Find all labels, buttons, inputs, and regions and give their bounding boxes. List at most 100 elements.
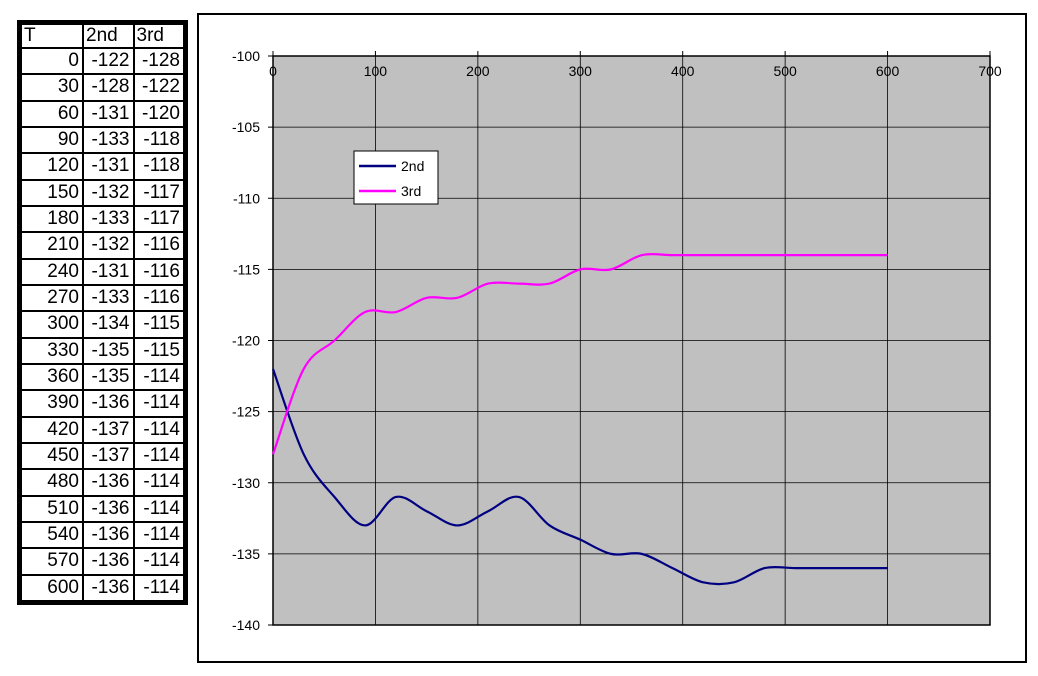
table-row: 360 -135 -114 — [22, 364, 183, 390]
cell-2nd: -136 — [84, 391, 133, 416]
cell-t: 570 — [22, 549, 82, 574]
cell-t: 30 — [22, 75, 82, 100]
cell-3rd: -118 — [134, 154, 183, 179]
cell-t: 540 — [22, 522, 82, 548]
table-row: 450 -137 -114 — [22, 443, 183, 469]
cell-t: 120 — [22, 154, 82, 179]
cell-t: 300 — [22, 312, 82, 337]
cell-2nd: -128 — [84, 75, 133, 100]
cell-t: 240 — [22, 259, 82, 284]
legend-box — [353, 150, 439, 205]
cell-t: 210 — [22, 233, 82, 258]
cell-3rd: -117 — [134, 180, 183, 205]
cell-3rd: -114 — [134, 522, 183, 548]
cell-2nd: -133 — [84, 285, 133, 311]
cell-3rd: -118 — [134, 127, 183, 153]
cell-t: 360 — [22, 364, 82, 390]
table-row: 0 -122 -128 — [22, 49, 183, 74]
cell-3rd: -116 — [134, 233, 183, 258]
table-row: 480 -136 -114 — [22, 470, 183, 495]
x-tick-label: 200 — [466, 63, 490, 79]
cell-3rd: -114 — [134, 549, 183, 574]
axis-ticks: 0 100 200 300 400 500 600 700 -100 -105 -110 -115 -1… — [232, 48, 1002, 633]
legend-label-2nd: 2nd — [401, 158, 424, 174]
cell-3rd: -116 — [134, 259, 183, 284]
cell-t: 510 — [22, 496, 82, 521]
cell-2nd: -132 — [84, 233, 133, 258]
x-tick-label: 100 — [364, 63, 388, 79]
cell-2nd: -135 — [84, 364, 133, 390]
cell-2nd: -122 — [84, 49, 133, 74]
y-tick-label: -115 — [233, 261, 260, 277]
header-t: T — [22, 25, 82, 47]
cell-3rd: -114 — [134, 496, 183, 521]
table-row: 30 -128 -122 — [22, 75, 183, 100]
table-row: 90 -133 -118 — [22, 127, 183, 153]
series-lines — [271, 253, 888, 586]
cell-t: 420 — [22, 417, 82, 442]
series-line-2nd — [271, 368, 888, 586]
cell-t: 450 — [22, 443, 82, 469]
cell-t: 600 — [22, 575, 82, 600]
cell-t: 270 — [22, 285, 82, 311]
table-row: 60 -131 -120 — [22, 101, 183, 126]
table-row: 240 -131 -116 — [22, 259, 183, 284]
cell-3rd: -114 — [134, 417, 183, 442]
y-tick-label: -120 — [232, 333, 260, 349]
cell-t: 60 — [22, 101, 82, 126]
cell-2nd: -132 — [84, 180, 133, 205]
cell-3rd: -114 — [134, 443, 183, 469]
cell-2nd: -136 — [84, 575, 133, 600]
cell-t: 330 — [22, 338, 82, 363]
cell-2nd: -131 — [84, 101, 133, 126]
table-row: 300 -134 -115 — [22, 312, 183, 337]
cell-2nd: -131 — [84, 154, 133, 179]
y-tick-label: -105 — [232, 119, 260, 135]
table-row: 600 -136 -114 — [22, 575, 183, 600]
y-tick-label: -135 — [232, 546, 260, 562]
cell-3rd: -128 — [134, 49, 183, 74]
cell-t: 90 — [22, 127, 82, 153]
x-tick-label: 600 — [876, 63, 900, 79]
table-row: 330 -135 -115 — [22, 338, 183, 363]
cell-3rd: -116 — [134, 285, 183, 311]
y-tick-label: -110 — [233, 190, 260, 206]
cell-t: 480 — [22, 470, 82, 495]
table-header-row: T 2nd 3rd — [22, 25, 183, 47]
x-tick-label: 300 — [569, 63, 593, 79]
x-tick-label: 700 — [978, 63, 1002, 79]
cell-t: 150 — [22, 180, 82, 205]
table-row: 210 -132 -116 — [22, 233, 183, 258]
cell-2nd: -133 — [84, 206, 133, 232]
cell-3rd: -122 — [134, 75, 183, 100]
y-tick-label: -130 — [232, 475, 260, 491]
cell-t: 390 — [22, 391, 82, 416]
cell-2nd: -136 — [84, 496, 133, 521]
x-tick-label: 0 — [269, 63, 277, 79]
table-row: 540 -136 -114 — [22, 522, 183, 548]
cell-3rd: -114 — [134, 470, 183, 495]
table-row: 420 -137 -114 — [22, 417, 183, 442]
table-row: 510 -136 -114 — [22, 496, 183, 521]
header-3rd: 3rd — [134, 25, 183, 47]
data-table: T 2nd 3rd 0 -122 -128 30 -128 -122 60 -131 -120 9… — [17, 20, 188, 605]
cell-t: 0 — [22, 49, 82, 74]
series-line-3rd — [271, 253, 888, 455]
header-2nd: 2nd — [84, 25, 133, 47]
y-tick-label: -100 — [232, 48, 260, 64]
cell-t: 180 — [22, 206, 82, 232]
gridlines — [273, 56, 990, 625]
cell-2nd: -136 — [84, 522, 133, 548]
cell-3rd: -114 — [134, 575, 183, 600]
cell-2nd: -136 — [84, 470, 133, 495]
data-grid: T 2nd 3rd 0 -122 -128 30 -128 -122 60 -131 -120 9… — [20, 23, 185, 602]
cell-3rd: -117 — [134, 206, 183, 232]
cell-2nd: -137 — [84, 417, 133, 442]
table-body: 0 -122 -128 30 -128 -122 60 -131 -120 90 -133 -118 1… — [22, 49, 183, 600]
legend: 2nd 3rd — [353, 150, 439, 205]
cell-2nd: -134 — [84, 312, 133, 337]
x-tick-label: 500 — [773, 63, 797, 79]
y-tick-label: -125 — [232, 404, 260, 420]
table-row: 570 -136 -114 — [22, 549, 183, 574]
line-chart: 0 100 200 300 400 500 600 700 -100 -105 -110 -115 -1… — [232, 48, 1002, 633]
